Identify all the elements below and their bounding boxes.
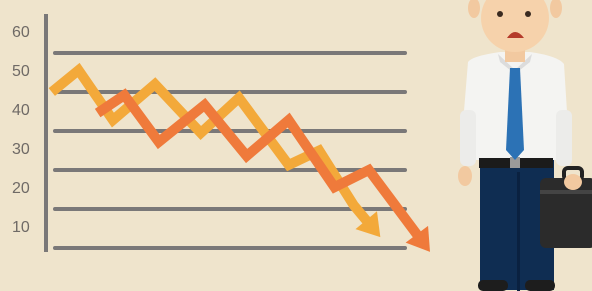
y-tick-label: 60 xyxy=(12,24,30,41)
y-tick-label: 40 xyxy=(12,102,30,119)
y-tick-label: 10 xyxy=(12,219,30,236)
illustration: 10 20 30 40 50 60 xyxy=(0,0,592,291)
y-tick-label: 50 xyxy=(12,63,30,80)
y-tick-label: 30 xyxy=(12,141,30,158)
y-tick-label: 20 xyxy=(12,180,30,197)
